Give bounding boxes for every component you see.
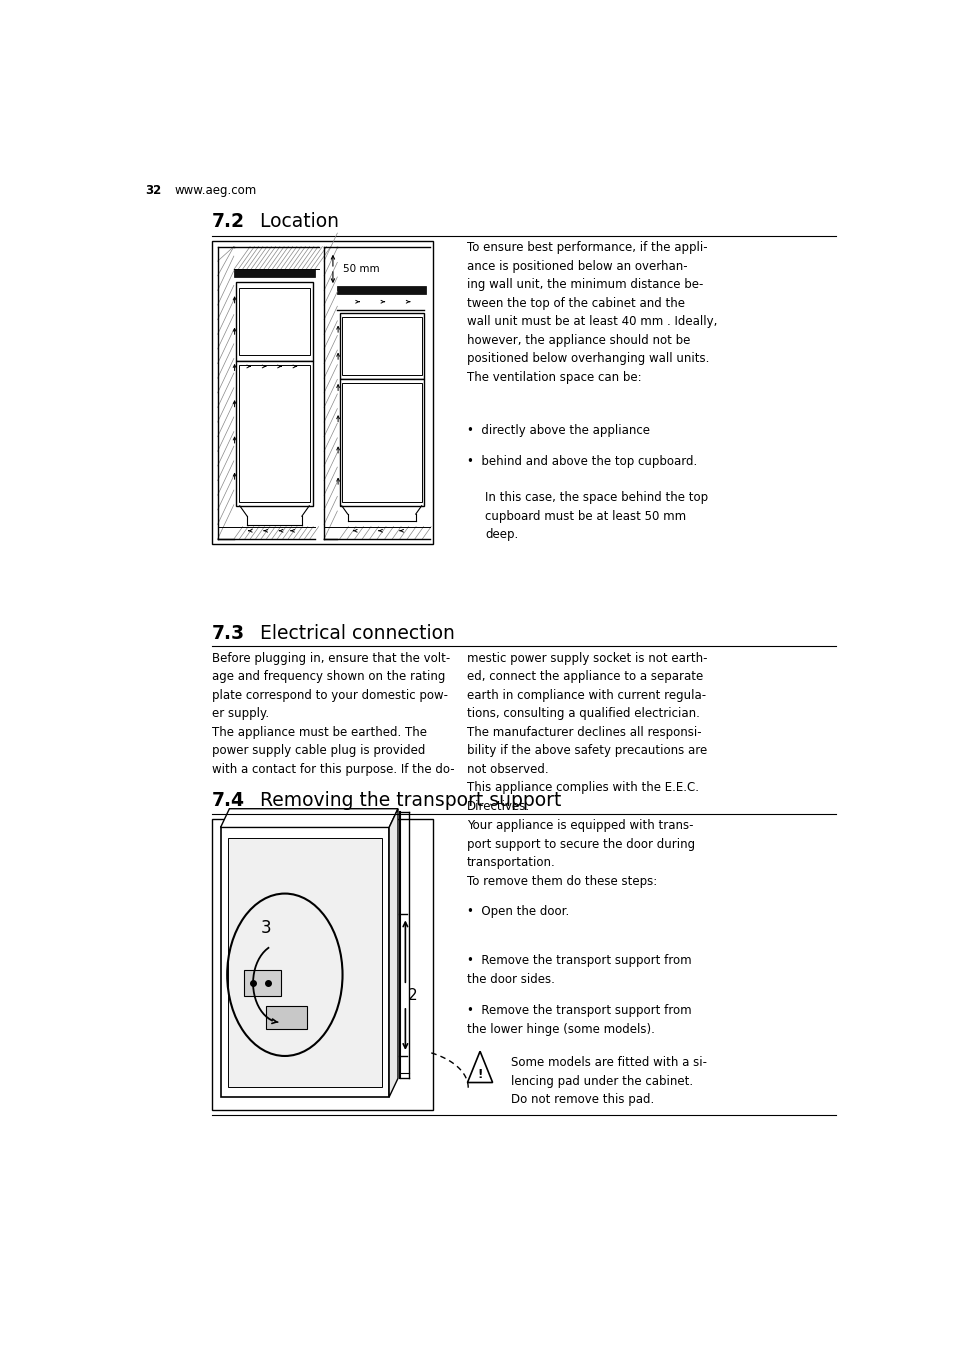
Text: 7.3: 7.3 [212,625,245,644]
Text: mestic power supply socket is not earth-
ed, connect the appliance to a separate: mestic power supply socket is not earth-… [466,652,706,813]
Text: www.aeg.com: www.aeg.com [174,184,256,197]
Text: To ensure best performance, if the appli-
ance is positioned below an overhan-
i: To ensure best performance, if the appli… [466,242,717,384]
Polygon shape [389,808,397,1096]
Text: •  Remove the transport support from
the lower hinge (some models).: • Remove the transport support from the … [466,1005,691,1036]
Text: !: ! [476,1068,482,1080]
Bar [212,242,433,545]
Bar [233,269,314,277]
Text: In this case, the space behind the top
cupboard must be at least 50 mm
deep.: In this case, the space behind the top c… [485,491,708,541]
Text: Your appliance is equipped with trans-
port support to secure the door during
tr: Your appliance is equipped with trans- p… [466,819,694,888]
Text: 32: 32 [145,184,161,197]
Bar [228,838,381,1087]
Text: Some models are fitted with a si-
lencing pad under the cabinet.
Do not remove t: Some models are fitted with a si- lencin… [511,1056,706,1106]
Text: 7.2: 7.2 [212,212,244,231]
Bar [341,318,421,375]
Bar [337,287,426,295]
Text: •  Remove the transport support from
the door sides.: • Remove the transport support from the … [466,955,691,986]
Text: Location: Location [253,212,338,231]
Text: •  Open the door.: • Open the door. [466,904,568,918]
Bar [339,314,423,379]
Bar [235,361,313,506]
Bar [220,827,389,1096]
Text: Removing the transport support: Removing the transport support [253,791,560,810]
Polygon shape [220,808,397,827]
Bar [341,383,421,502]
Text: 3: 3 [261,919,272,937]
Text: 2: 2 [408,988,417,1003]
Text: 50 mm: 50 mm [342,264,378,274]
Text: •  behind and above the top cupboard.: • behind and above the top cupboard. [466,454,697,468]
Bar [266,1006,307,1029]
Bar [239,365,310,502]
Bar [212,819,433,1110]
Bar [235,283,313,361]
Text: 7.4: 7.4 [212,791,244,810]
Bar [244,969,281,995]
Bar [239,288,310,356]
Text: •  directly above the appliance: • directly above the appliance [466,423,649,437]
Text: Before plugging in, ensure that the volt-
age and frequency shown on the rating
: Before plugging in, ensure that the volt… [212,652,454,776]
Bar [339,379,423,506]
Text: Electrical connection: Electrical connection [253,625,455,644]
